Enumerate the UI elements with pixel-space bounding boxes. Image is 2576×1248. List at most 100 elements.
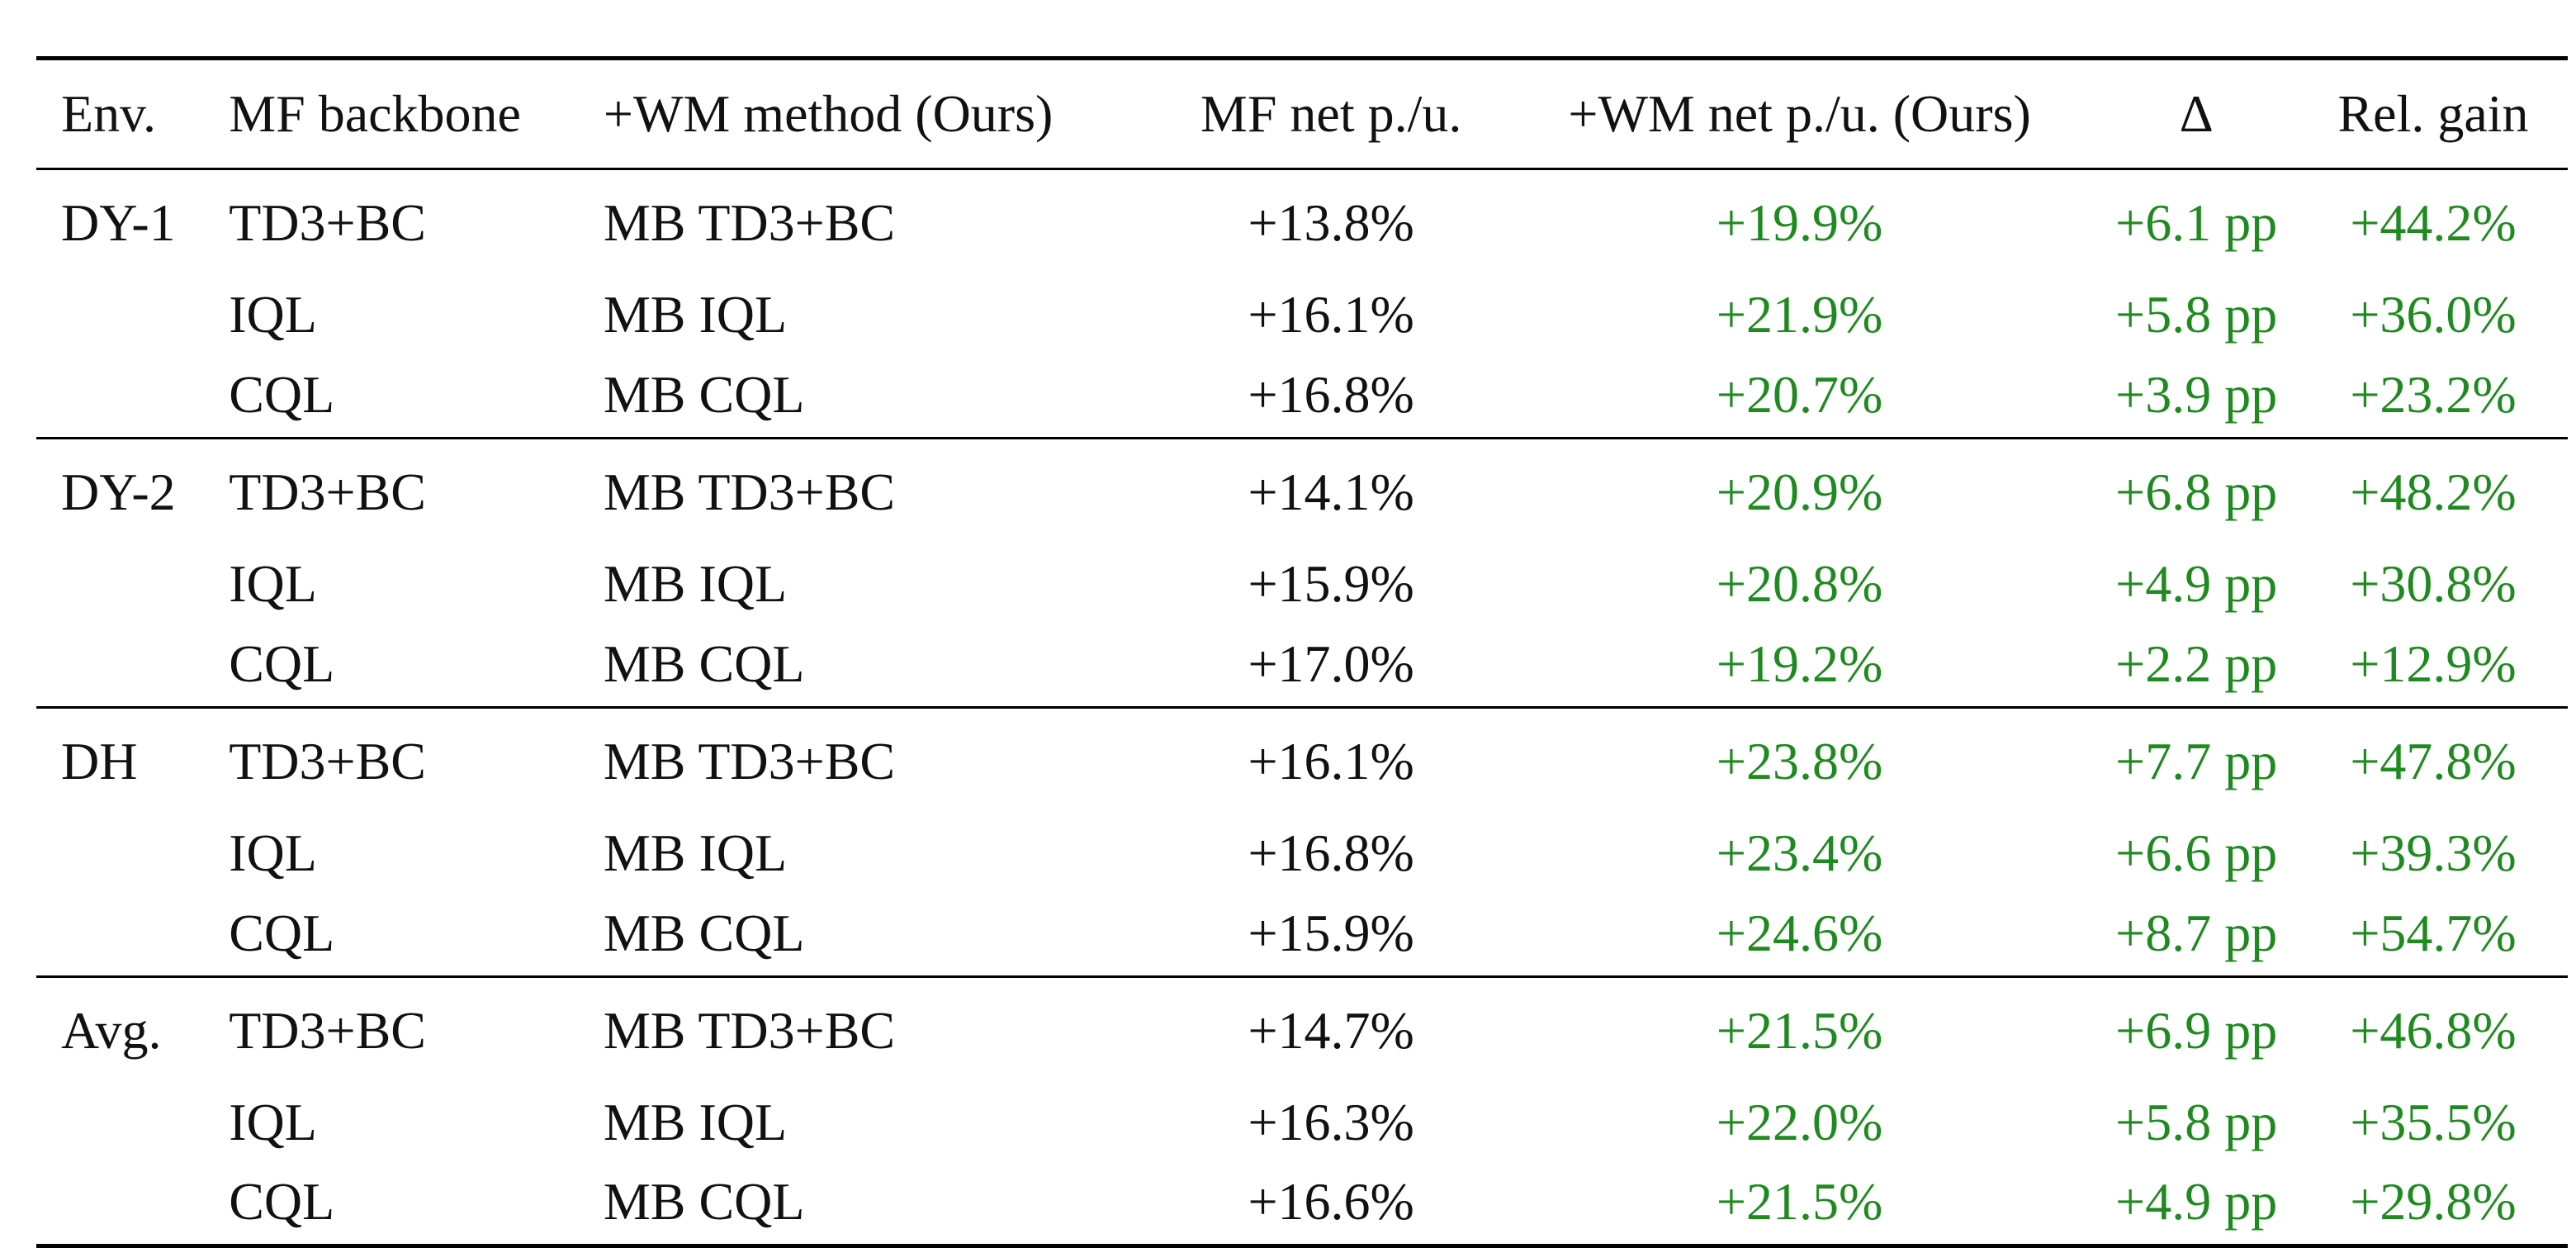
env-label: DH — [61, 732, 138, 791]
wm-net-cell: +20.9% — [1716, 463, 1883, 522]
wm-net-cell: +19.2% — [1504, 621, 2095, 709]
delta-cell: +6.8 pp — [2115, 463, 2278, 522]
wm-method-cell: MB IQL — [603, 553, 788, 613]
mf-backbone-cell: TD3+BC — [229, 1001, 426, 1061]
mf-net-cell: +17.0% — [1157, 621, 1505, 709]
header-env: Env. — [36, 56, 230, 170]
wm-net-cell: +19.9% — [1716, 193, 1883, 253]
env-label-empty — [36, 815, 229, 891]
mf-backbone-cell: CQL — [229, 890, 604, 978]
rel-gain-cell: +44.2% — [2350, 193, 2517, 253]
env-label-empty — [36, 1084, 229, 1160]
rel-gain-cell: +47.8% — [2350, 732, 2517, 791]
mf-backbone-cell: CQL — [229, 352, 604, 439]
wm-method-cell: MB CQL — [603, 352, 1158, 439]
rel-gain-cell: +29.8% — [2299, 1160, 2568, 1248]
env-label: DY-2 — [61, 463, 176, 522]
wm-method-cell: MB TD3+BC — [603, 463, 896, 522]
table-row: IQL MB IQL +16.8% +23.4% +6.6 pp +39.3% — [36, 815, 2568, 891]
mf-net-cell: +14.7% — [1248, 1001, 1414, 1061]
mf-backbone-cell: IQL — [229, 823, 317, 882]
env-label: DY-1 — [61, 193, 176, 253]
mf-net-cell: +16.8% — [1248, 823, 1414, 882]
header-mf-backbone: MF backbone — [229, 56, 604, 170]
mf-net-cell: +16.3% — [1248, 1092, 1414, 1151]
rel-gain-cell: +23.2% — [2299, 352, 2568, 439]
rel-gain-cell: +46.8% — [2350, 1001, 2517, 1061]
wm-method-cell: MB TD3+BC — [603, 193, 896, 253]
wm-method-cell: MB CQL — [603, 621, 1158, 709]
table-row: IQL MB IQL +16.1% +21.9% +5.8 pp +36.0% — [36, 277, 2568, 353]
mf-backbone-cell: IQL — [229, 553, 317, 613]
table-body: DY-1 TD3+BC MB TD3+BC +13.8% +19.9% +6.1… — [36, 169, 2568, 1248]
wm-method-cell: MB TD3+BC — [603, 732, 896, 791]
rel-gain-cell: +30.8% — [2350, 553, 2517, 613]
table-row: CQL MB CQL +16.6% +21.5% +4.9 pp +29.8% — [36, 1160, 2568, 1248]
delta-cell: +3.9 pp — [2094, 352, 2299, 439]
table-row: DY-1 TD3+BC MB TD3+BC +13.8% +19.9% +6.1… — [36, 169, 2568, 277]
header-mf-net: MF net p./u. — [1157, 56, 1505, 170]
env-label-empty — [36, 352, 230, 439]
mf-backbone-cell: TD3+BC — [229, 193, 426, 253]
wm-net-cell: +20.8% — [1716, 553, 1883, 613]
mf-net-cell: +16.1% — [1248, 284, 1414, 344]
results-table: Env. MF backbone +WM method (Ours) MF ne… — [36, 56, 2568, 1248]
header-delta: Δ — [2094, 56, 2299, 170]
mf-net-cell: +16.6% — [1157, 1160, 1505, 1248]
env-label-empty — [36, 621, 230, 709]
wm-method-cell: MB CQL — [603, 890, 1158, 978]
header-row: Env. MF backbone +WM method (Ours) MF ne… — [36, 56, 2568, 170]
header-wm-method: +WM method (Ours) — [603, 56, 1158, 170]
mf-net-cell: +16.8% — [1157, 352, 1505, 439]
env-label-empty — [36, 546, 229, 622]
wm-method-cell: MB IQL — [603, 1092, 788, 1151]
rel-gain-cell: +35.5% — [2350, 1092, 2517, 1151]
wm-net-cell: +21.5% — [1504, 1160, 2095, 1248]
wm-net-cell: +23.4% — [1716, 823, 1883, 882]
table-row: IQL MB IQL +16.3% +22.0% +5.8 pp +35.5% — [36, 1084, 2568, 1160]
wm-method-cell: MB CQL — [603, 1160, 1158, 1248]
wm-method-cell: MB TD3+BC — [603, 1001, 896, 1061]
delta-cell: +5.8 pp — [2115, 284, 2278, 344]
table-row: Avg. TD3+BC MB TD3+BC +14.7% +21.5% +6.9… — [36, 977, 2568, 1084]
wm-method-cell: MB IQL — [603, 284, 788, 344]
env-label-empty — [36, 890, 230, 978]
env-label-empty — [36, 1160, 230, 1248]
delta-cell: +7.7 pp — [2115, 732, 2278, 791]
delta-cell: +6.6 pp — [2115, 823, 2278, 882]
table-row: CQL MB CQL +15.9% +24.6% +8.7 pp +54.7% — [36, 890, 2568, 978]
table-row: DH TD3+BC MB TD3+BC +16.1% +23.8% +7.7 p… — [36, 708, 2568, 815]
table-row: CQL MB CQL +17.0% +19.2% +2.2 pp +12.9% — [36, 621, 2568, 709]
header-rel-gain: Rel. gain — [2299, 56, 2568, 170]
delta-cell: +5.8 pp — [2115, 1092, 2278, 1151]
wm-net-cell: +22.0% — [1716, 1092, 1883, 1151]
delta-cell: +6.1 pp — [2115, 193, 2278, 253]
delta-cell: +4.9 pp — [2115, 553, 2278, 613]
delta-cell: +6.9 pp — [2115, 1001, 2278, 1061]
wm-net-cell: +21.5% — [1716, 1001, 1883, 1061]
mf-net-cell: +16.1% — [1248, 732, 1414, 791]
mf-backbone-cell: CQL — [229, 621, 604, 709]
table-row: DY-2 TD3+BC MB TD3+BC +14.1% +20.9% +6.8… — [36, 439, 2568, 546]
rel-gain-cell: +12.9% — [2299, 621, 2568, 709]
rel-gain-cell: +36.0% — [2350, 284, 2517, 344]
env-label: Avg. — [61, 1001, 162, 1061]
wm-method-cell: MB IQL — [603, 823, 788, 882]
delta-cell: +8.7 pp — [2094, 890, 2299, 978]
mf-net-cell: +15.9% — [1248, 553, 1414, 613]
wm-net-cell: +23.8% — [1716, 732, 1883, 791]
rel-gain-cell: +39.3% — [2350, 823, 2517, 882]
wm-net-cell: +20.7% — [1504, 352, 2095, 439]
mf-net-cell: +14.1% — [1248, 463, 1414, 522]
mf-backbone-cell: TD3+BC — [229, 732, 426, 791]
env-label-empty — [36, 277, 229, 353]
table-row: IQL MB IQL +15.9% +20.8% +4.9 pp +30.8% — [36, 546, 2568, 622]
rel-gain-cell: +48.2% — [2350, 463, 2517, 522]
mf-net-cell: +15.9% — [1157, 890, 1505, 978]
mf-backbone-cell: TD3+BC — [229, 463, 426, 522]
mf-backbone-cell: CQL — [229, 1160, 604, 1248]
mf-backbone-cell: IQL — [229, 1092, 317, 1151]
header-wm-net: +WM net p./u. (Ours) — [1504, 56, 2095, 170]
mf-net-cell: +13.8% — [1248, 193, 1414, 253]
rel-gain-cell: +54.7% — [2299, 890, 2568, 978]
